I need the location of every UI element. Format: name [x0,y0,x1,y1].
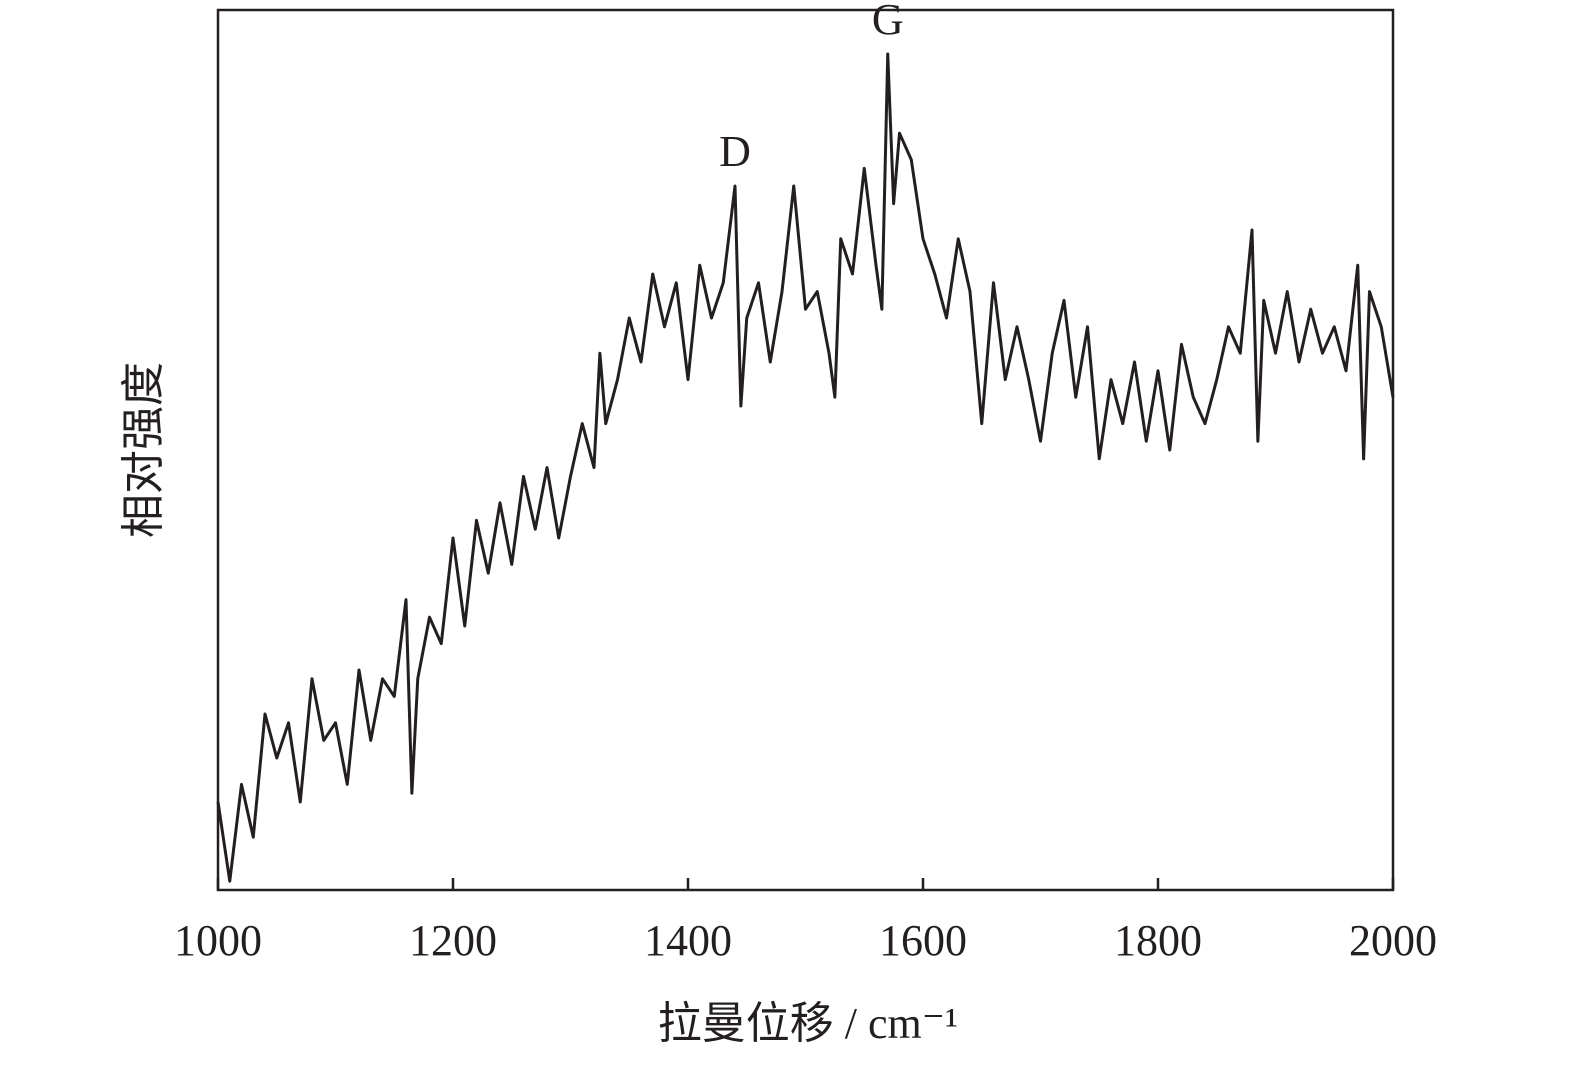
x-tick-label: 1600 [879,916,967,965]
x-tick-label: 2000 [1349,916,1437,965]
x-axis-label: 拉曼位移 / cm⁻¹ [658,999,958,1048]
x-tick-label: 1000 [174,916,262,965]
plot-frame [216,8,1395,892]
x-tick-label: 1200 [409,916,497,965]
peak-label: D [719,127,751,176]
y-axis-label: 相对强度 [119,362,168,538]
x-tick-label: 1800 [1114,916,1202,965]
spectrum-line [216,52,1395,883]
x-tick-label: 1400 [644,916,732,965]
peak-label: G [872,0,904,44]
